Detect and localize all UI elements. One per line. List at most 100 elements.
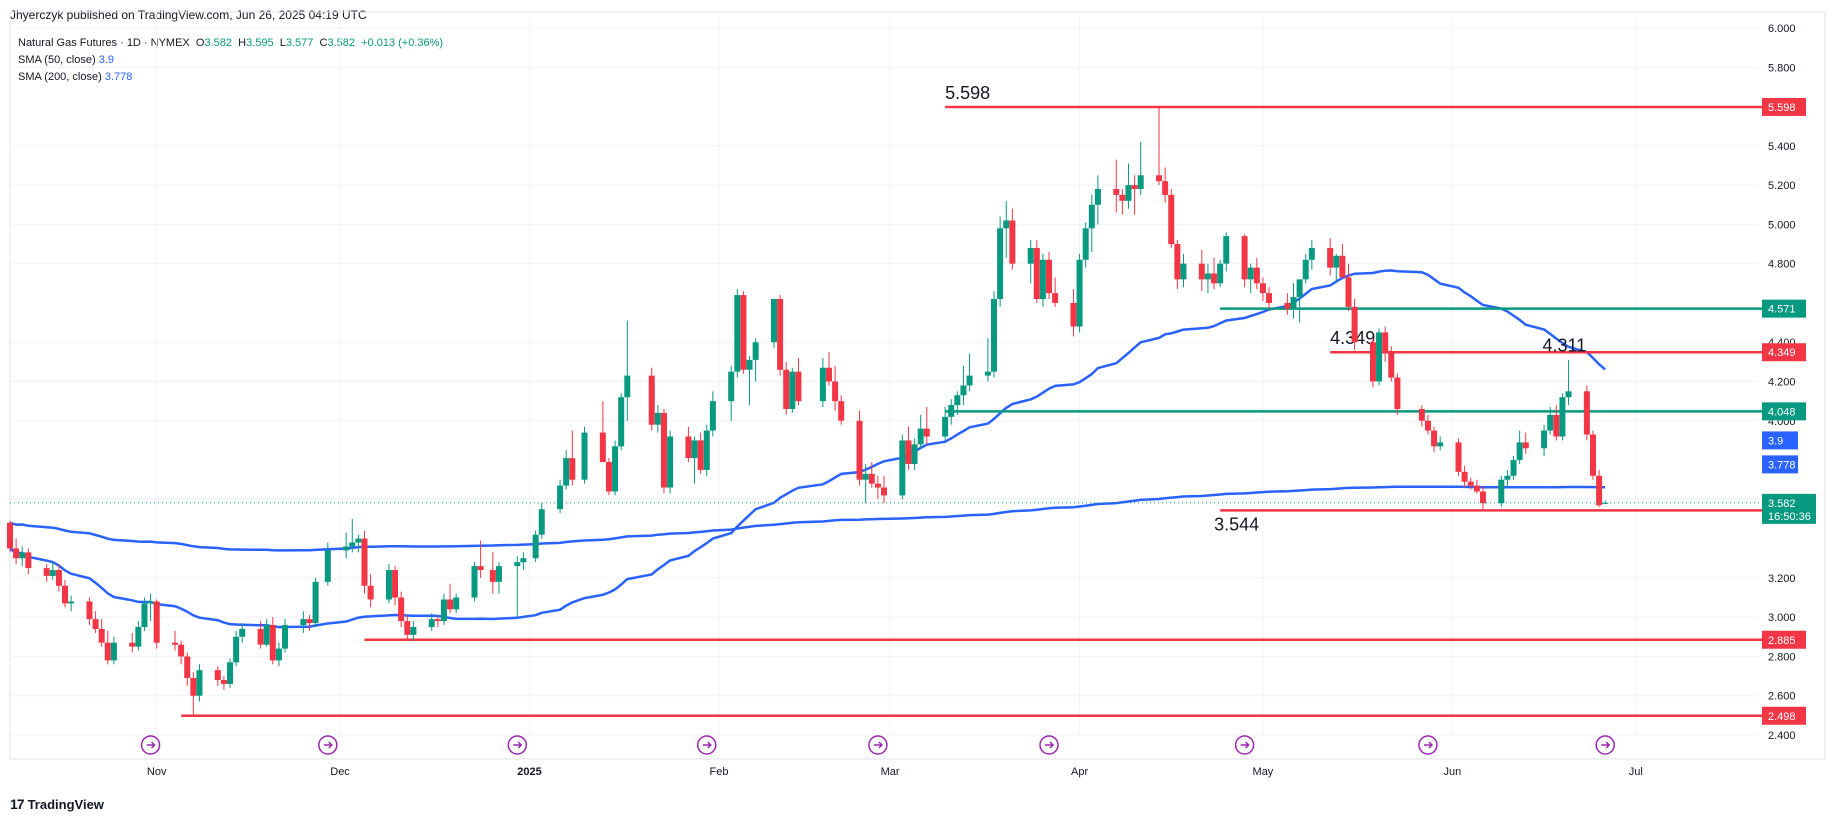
candle-body [1498,479,1505,504]
candle-body [1198,263,1205,280]
event-marker-icon[interactable] [1595,735,1615,755]
candle-body [1376,332,1383,382]
candle-body [404,621,411,635]
candle-body [532,534,539,559]
candle-body [1394,377,1401,409]
candle-body [1510,460,1517,476]
candle-body [398,597,405,622]
event-marker-arrow [873,741,883,749]
candle-body [1082,228,1089,260]
sma50-legend[interactable]: SMA (50, close) 3.9 [18,52,443,69]
candle-body [1266,293,1273,303]
level-axis-tag [1762,97,1806,116]
candle-body [520,558,527,563]
level-axis-label: 5.598 [1768,102,1796,114]
event-marker-arrow [1601,741,1611,749]
candle-body [227,662,234,684]
candle-body [98,628,105,643]
candle-body [1351,306,1358,343]
candle-body [832,381,839,402]
event-marker-icon[interactable] [140,735,161,755]
candle-body [196,670,203,696]
event-marker-arrow [513,741,523,749]
candle-body [392,570,399,598]
candle-body [239,628,246,637]
level-axis-tag [1762,630,1806,649]
candle-body [856,420,863,480]
candle-body [263,625,270,645]
tradingview-brand[interactable]: 17 TradingView [10,796,104,812]
candle-body [1596,475,1603,506]
candle-body [129,642,136,647]
sma50-value: 3.9 [98,54,114,66]
event-marker-icon[interactable] [868,735,888,755]
candle-body [1125,185,1132,201]
sma200-line [9,485,1606,552]
y-tick-label: 2.400 [1768,730,1796,742]
candle-body [135,626,142,647]
event-marker-icon[interactable] [1418,735,1438,755]
candle-body [819,367,826,402]
candle-body [709,401,716,431]
x-tick-label: Nov [147,766,167,778]
x-tick-label: Feb [709,766,728,778]
candle-body [1259,283,1266,294]
sma200-legend[interactable]: SMA (200, close) 3.778 [18,69,443,86]
candle-body [349,542,356,547]
candle-body [1119,194,1126,201]
price-chart[interactable]: 6.0005.8005.4005.2005.0004.8004.4004.200… [0,0,1835,790]
level-axis-tag [1762,402,1806,421]
candle-body [1522,442,1529,449]
candle-body [49,570,56,576]
candle-body [1437,442,1444,447]
candle-body [514,562,521,567]
candle-body [1583,391,1590,435]
candle-body [312,581,319,624]
candle-body [1479,491,1486,504]
candle-body [948,405,955,417]
low-label: L [279,37,286,49]
sma200-value: 3.778 [104,71,133,83]
candle-body [1162,181,1169,195]
level-axis-tag [1762,299,1806,318]
candle-body [1223,236,1230,264]
sma50-label: SMA (50, close) [18,54,96,66]
x-tick-label: Apr [1071,766,1088,778]
candle-body [752,342,759,360]
candle-body [385,570,392,600]
event-marker-arrow [146,741,156,749]
high-value: 3.595 [246,37,274,49]
candle-body [306,619,313,624]
candle-body [1345,277,1352,307]
candle-body [13,548,20,559]
candle-body [1516,442,1523,461]
level-label: 3.544 [1214,514,1259,534]
candle-body [361,538,368,586]
event-marker-icon[interactable] [1039,735,1059,755]
open-value: 3.582 [204,37,232,49]
symbol-title: Natural Gas Futures · 1D · NYMEX [18,37,190,49]
candle-body [68,601,75,604]
y-tick-label: 3.200 [1768,573,1796,585]
candle-body [691,440,698,459]
candle-body [355,538,362,543]
price-annotation: 4.311 [1543,336,1587,356]
candle-body [881,487,887,496]
candle-body [1467,481,1474,486]
level-axis-label: 2.885 [1768,635,1796,647]
candle-body [447,599,454,610]
candle-body [667,436,674,488]
event-marker-icon[interactable] [1234,735,1255,755]
candle-body [1424,420,1431,431]
event-marker-icon[interactable] [697,735,717,755]
x-tick-label: Mar [881,766,900,778]
current-price-tag [1762,493,1816,524]
event-marker-icon[interactable] [507,735,528,755]
event-marker-icon[interactable] [318,735,338,755]
candle-body [1137,175,1144,190]
candle-body [178,644,185,657]
candle-body [1431,430,1438,447]
level-axis-tag [1762,706,1806,725]
candle-body [1027,247,1034,264]
candle-body [1388,352,1395,378]
